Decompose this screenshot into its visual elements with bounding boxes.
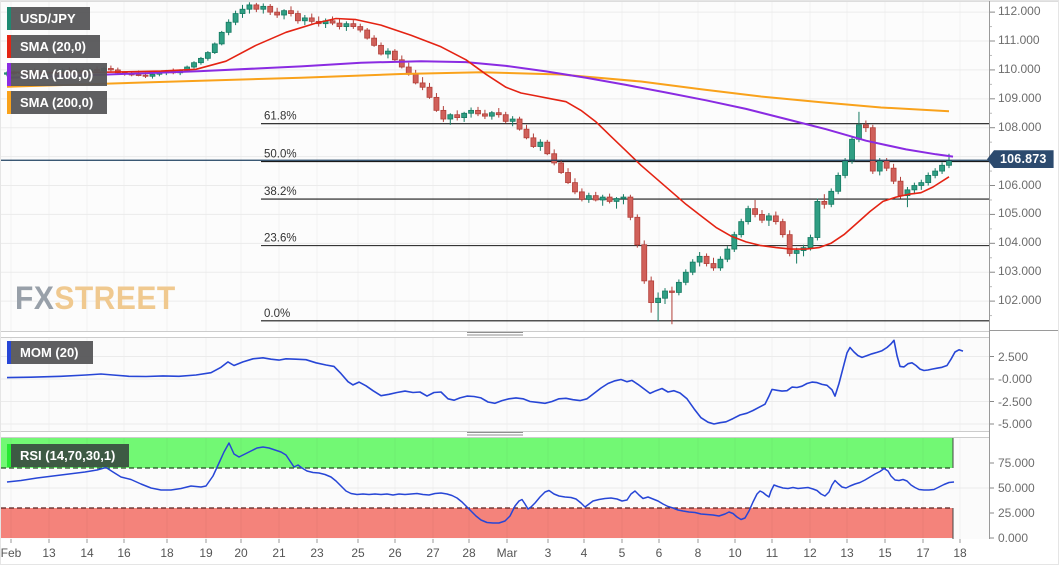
date-tick-label: 4 [581,546,588,560]
sma20-color-swatch [7,35,11,58]
date-tick-label: 10 [728,546,742,560]
date-tick-label: 21 [272,546,286,560]
axis-tick-label: 25.000 [998,506,1035,520]
rsi-panel-canvas[interactable] [1,438,1058,539]
date-tick-label: 15 [878,546,892,560]
axis-tick-label: 106.000 [998,177,1042,192]
date-tick-label: 25 [351,546,365,560]
axis-tick-label: 111.000 [998,33,1040,47]
date-tick-label: 18 [953,546,967,560]
momentum-line-chart [1,338,994,431]
legend-chip-rsi[interactable]: RSI (14,70,30,1) [7,444,130,467]
date-tick-label: 14 [80,546,94,560]
rsi-overbought-zone [1,438,953,468]
date-tick-label: 8 [695,546,702,560]
date-tick-label: Feb [1,546,22,560]
axis-tick-label: -0.000 [998,372,1033,386]
panel-splitter-handle-2[interactable] [1,431,989,438]
momentum-panel-canvas[interactable] [1,338,1058,431]
date-tick-label: 27 [426,546,440,560]
axis-tick-label: 103.000 [998,264,1042,279]
date-tick-label: 5 [619,546,626,560]
legend-label-sma200: SMA (200,0) [20,95,94,110]
axis-tick-label: 108.000 [998,119,1042,134]
sma200-color-swatch [7,91,11,114]
date-tick-label: 16 [117,546,131,560]
last-price-badge: 106.873 [987,150,1054,169]
usdjpy-color-swatch [7,7,11,30]
date-tick-label: 13 [42,546,56,560]
mom-color-swatch [7,341,11,364]
axis-tick-label: 75.000 [998,456,1035,470]
mom-line [6,339,964,425]
axis-tick-label: 109.000 [998,90,1042,105]
date-tick-label: 26 [388,546,402,560]
rsi-oversold-zone [1,508,953,538]
legend-label-sma20: SMA (20,0) [20,39,86,54]
legend-chip-sma200[interactable]: SMA (200,0) [7,91,108,114]
sma100-color-swatch [7,63,11,86]
axis-tick-label: -2.500 [998,394,1033,409]
axis-tick-label: -5.000 [998,417,1033,431]
panel-splitter-handle[interactable] [1,331,989,338]
legend-label-usdjpy: USD/JPY [20,11,76,26]
date-tick-label: Mar [497,546,518,560]
sma200-line [6,71,950,113]
axis-tick-label: 102.000 [998,293,1042,308]
date-tick-label: 11 [766,546,779,560]
fxstreet-logo: FXSTREET [15,281,176,317]
date-tick-label: 23 [310,546,324,560]
legend-chip-sma100[interactable]: SMA (100,0) [7,63,108,86]
date-tick-label: 3 [545,546,552,560]
date-tick-label: 19 [199,546,213,560]
splitter-grip-icon-2 [467,432,523,437]
axis-tick-label: 50.000 [998,481,1035,495]
date-axis: Feb 13 14 16 18 19 20 21 23 25 26 27 28 Mar 3 4 5 6 8 10 11 1… [1,539,1058,564]
rsi-line [6,442,955,524]
fib-level-label: 50.0% [264,149,297,161]
sma100-line [6,60,954,158]
axis-tick-label: 104.000 [998,235,1042,250]
date-axis-ticks: Feb 13 14 16 18 19 20 21 23 25 26 27 28 Mar 3 4 5 6 8 10 11 1… [1,539,967,560]
price-panel-canvas[interactable]: 61.8% 50.0% 38.2% 23.6% 0.0% [1,1,1058,332]
fib-level-label: 38.2% [264,186,297,198]
date-tick-label: 12 [803,546,817,560]
date-tick-label: 20 [234,546,248,560]
sma20-line [6,17,950,250]
plot-right-border [989,1,990,539]
date-tick-label: 18 [160,546,174,560]
candlestick-chart: 61.8% 50.0% 38.2% 23.6% 0.0% [1,2,995,332]
axis-tick-label: 105.000 [998,206,1042,221]
date-tick-label: 6 [656,546,663,560]
axis-tick-label: 112.000 [998,4,1041,19]
fib-level-label: 23.6% [264,233,297,245]
rsi-line-chart [1,438,994,539]
legend-label-rsi: RSI (14,70,30,1) [20,448,116,463]
legend-label-mom: MOM (20) [20,345,79,360]
fib-level-label: 61.8% [264,111,297,123]
splitter-grip-icon [467,332,523,337]
legend-chip-usdjpy[interactable]: USD/JPY [7,7,90,30]
legend-chip-sma20[interactable]: SMA (20,0) [7,35,100,58]
rsi-color-swatch [7,444,11,467]
date-tick-label: 28 [462,546,476,560]
legend-label-sma100: SMA (100,0) [20,67,94,82]
axis-tick-label: 110.000 [998,61,1041,76]
axis-tick-label: 0.000 [998,531,1029,545]
fib-level-label: 0.0% [264,308,290,320]
legend-chip-mom[interactable]: MOM (20) [7,341,93,364]
date-tick-label: 13 [840,546,854,560]
axis-tick-label: 2.500 [998,349,1029,364]
date-tick-label: 17 [916,546,930,560]
